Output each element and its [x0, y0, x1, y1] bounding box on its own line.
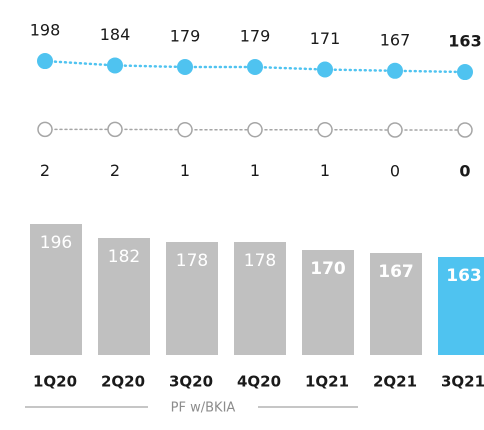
dot [457, 122, 473, 138]
value-label: 1 [320, 161, 330, 180]
dot [387, 122, 403, 138]
value-label: 163 [448, 32, 481, 51]
dot [177, 121, 193, 138]
bar [302, 250, 354, 355]
bar-label: 182 [108, 247, 140, 267]
dot [37, 121, 53, 138]
bar-label: 178 [176, 251, 208, 271]
dot [107, 57, 123, 74]
x-tick-label: 1Q21 [305, 373, 349, 391]
x-tick-label: 1Q20 [33, 373, 77, 391]
value-label: 0 [390, 162, 400, 181]
dot [457, 64, 473, 81]
value-label: 198 [30, 21, 61, 40]
dot [37, 53, 53, 70]
dot [317, 61, 333, 78]
x-tick-label: 2Q20 [101, 373, 145, 391]
bar-label: 163 [446, 266, 482, 286]
value-label: 184 [100, 25, 131, 44]
dot [247, 59, 263, 76]
value-label: 1 [250, 161, 260, 180]
x-tick-label: 3Q21 [441, 373, 484, 391]
dot [247, 121, 263, 138]
x-tick-label: 4Q20 [237, 373, 281, 391]
value-label: 179 [170, 27, 201, 46]
dot [387, 62, 403, 79]
value-label: 2 [40, 161, 50, 180]
bar [166, 242, 218, 355]
value-label: 1 [180, 161, 190, 180]
dot [177, 59, 193, 76]
bar [30, 224, 82, 355]
footer-label: PF w/BKIA [171, 401, 236, 416]
value-label: 0 [459, 162, 470, 181]
bar-label: 178 [244, 251, 276, 271]
bar-label: 170 [310, 259, 346, 279]
dot [317, 121, 333, 138]
value-label: 171 [310, 29, 341, 48]
value-label: 2 [110, 161, 120, 180]
dot [107, 121, 123, 138]
value-label: 167 [380, 30, 411, 49]
x-tick-label: 2Q21 [373, 373, 417, 391]
bar [234, 242, 286, 355]
bar [370, 253, 422, 355]
bar-label: 167 [378, 262, 414, 282]
x-tick-label: 3Q20 [169, 373, 213, 391]
value-label: 179 [240, 27, 271, 46]
bar-label: 196 [40, 233, 72, 253]
bar [438, 257, 484, 355]
bar [98, 238, 150, 355]
